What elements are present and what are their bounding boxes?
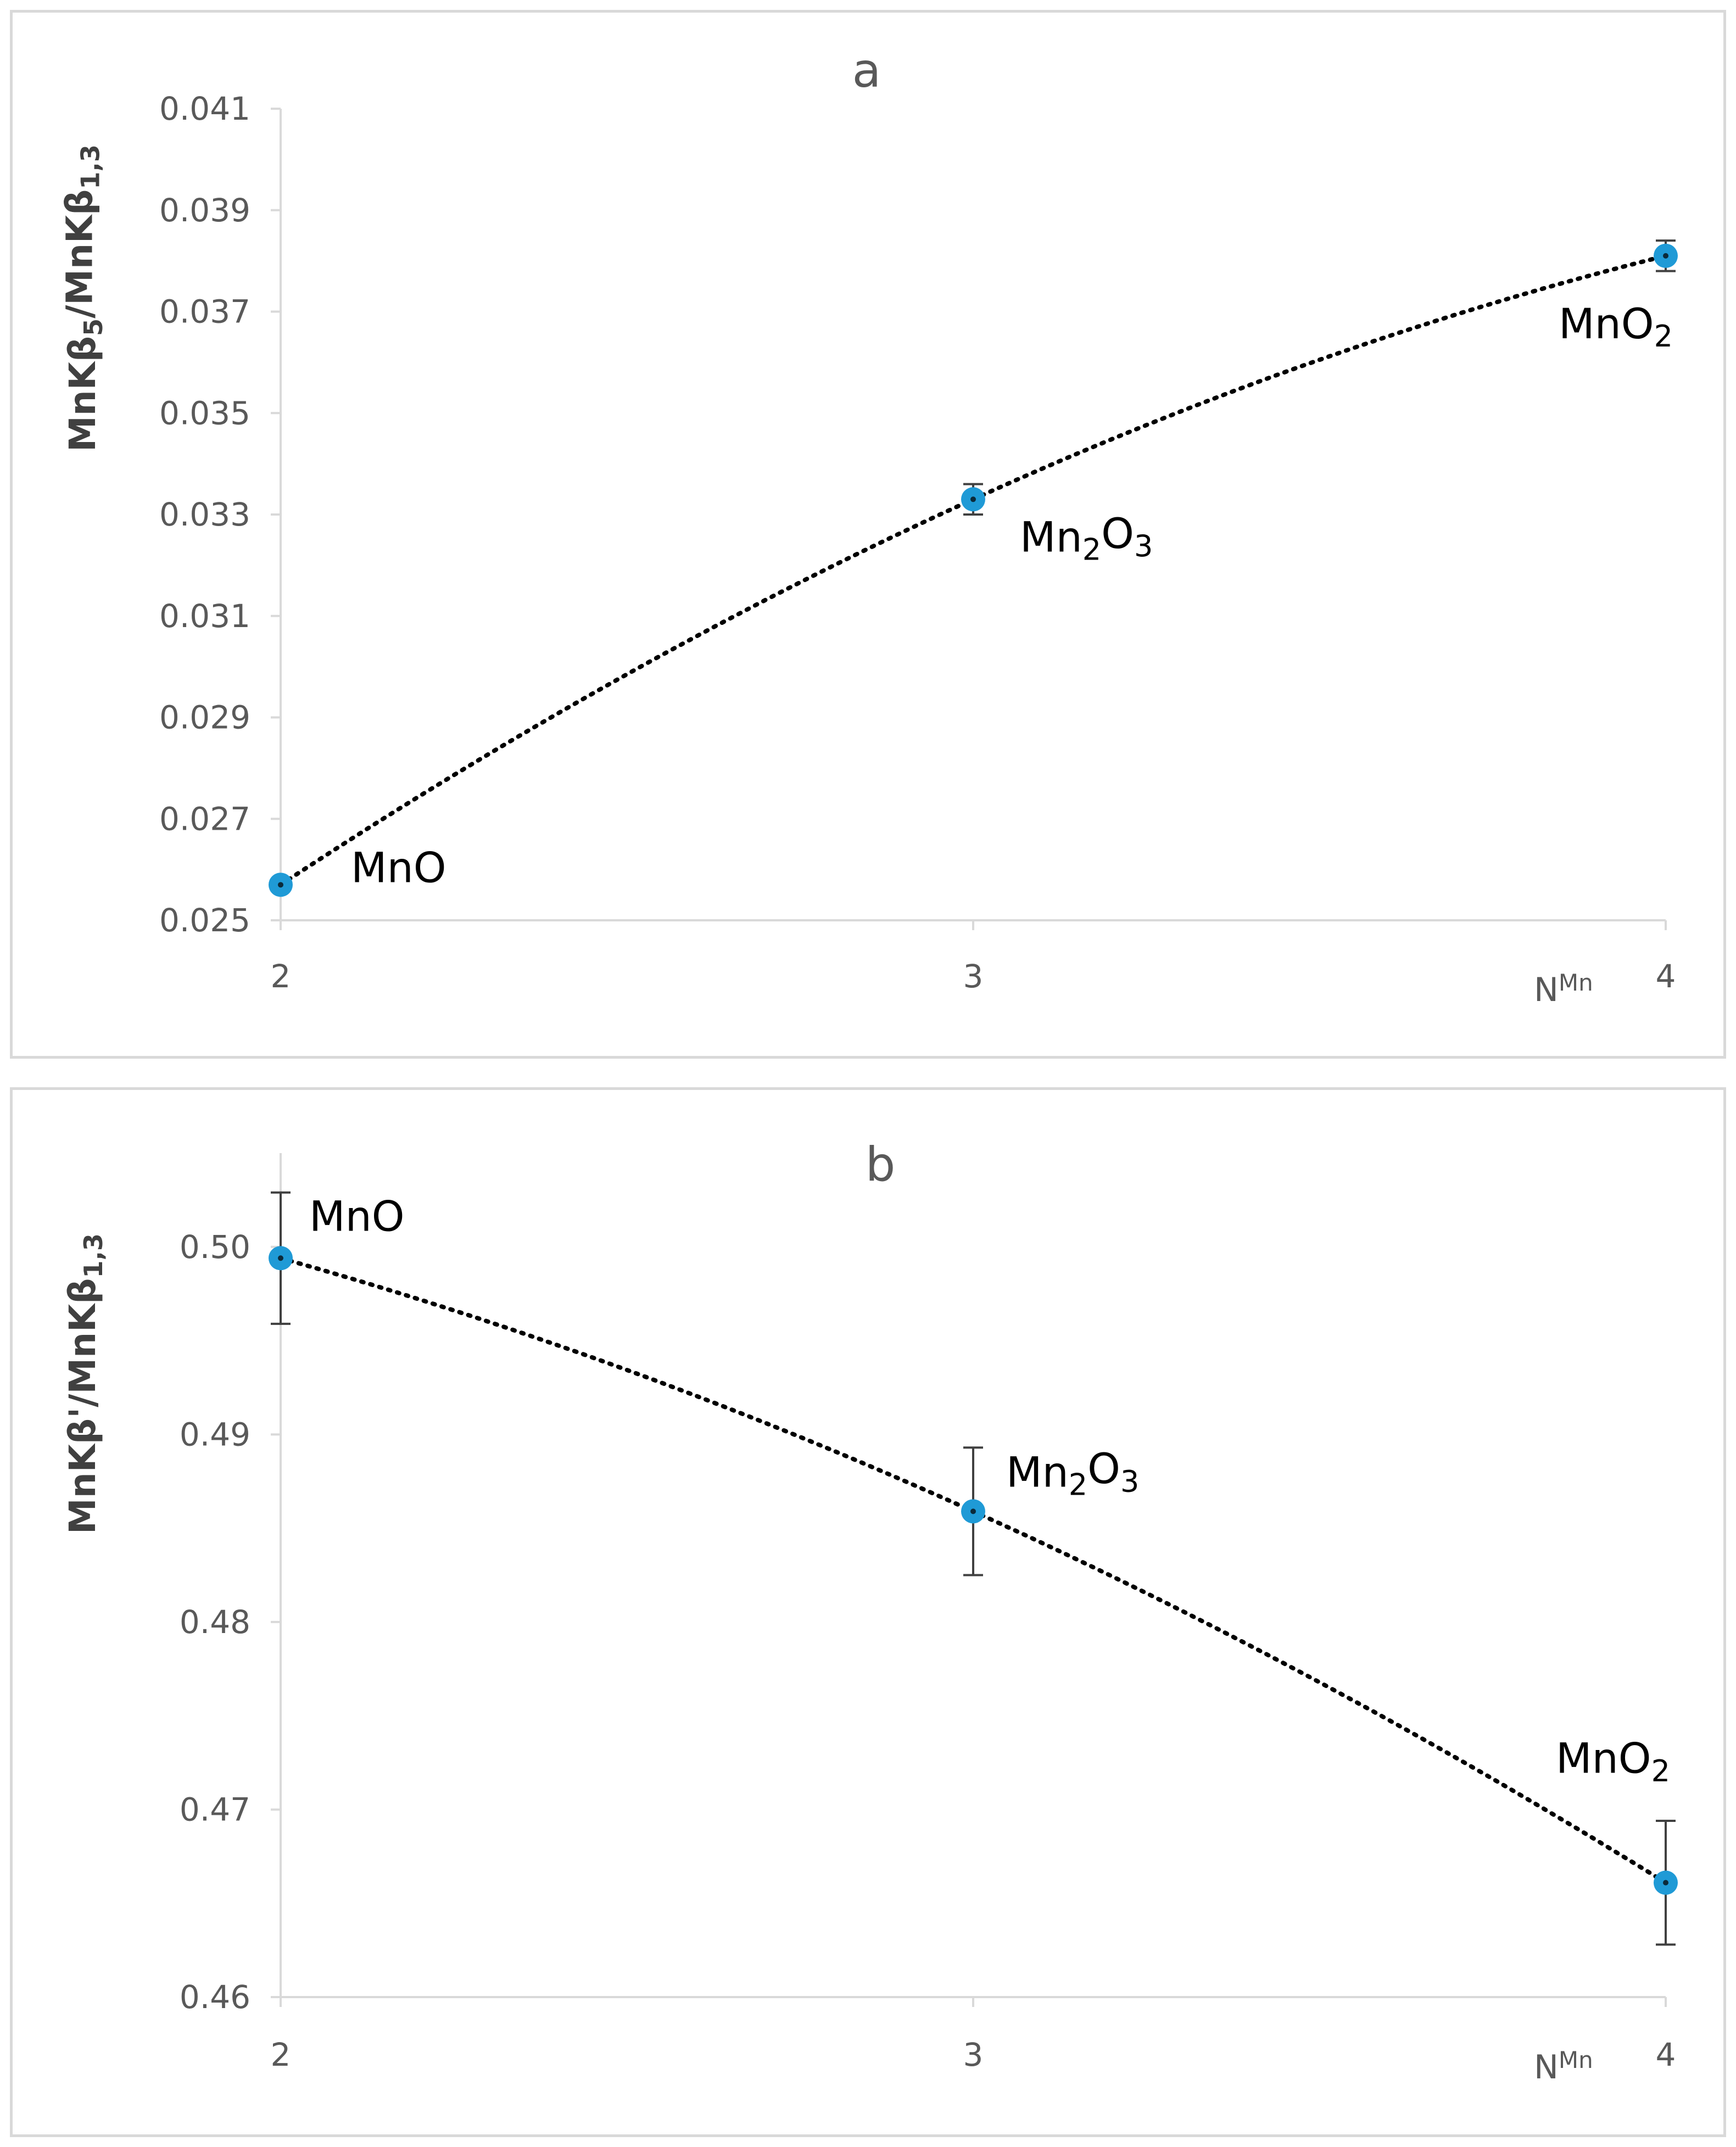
point-label: MnO: [351, 843, 446, 892]
point-label: MnO: [309, 1192, 405, 1240]
chart-panel-b: 0.50 0.49 0.48 0.47 0.46 2 3 4 b MnKβ'/MnKβ1,3 NMn…: [10, 1087, 1726, 2137]
trendline: [278, 253, 1668, 887]
x-tick-label: 2: [271, 958, 291, 995]
data-point-center: [970, 496, 976, 502]
y-tick-label: 0.035: [159, 394, 250, 432]
y-tick-label: 0.027: [159, 800, 250, 837]
x-axis-label: NMn: [1534, 2047, 1593, 2087]
y-tick-label: 0.46: [180, 1978, 250, 2016]
y-axis-label: MnKβ5/MnKβ1,3: [58, 144, 108, 452]
data-point-center: [278, 1255, 283, 1261]
y-axis-label: MnKβ'/MnKβ1,3: [62, 1233, 108, 1534]
y-tick-label: 0.025: [159, 902, 250, 939]
x-tick-label: 2: [271, 2036, 291, 2073]
chart-b-svg: 0.50 0.49 0.48 0.47 0.46 2 3 4 b MnKβ'/MnKβ1,3 NMn…: [62, 1137, 1678, 2087]
chart-panel-a: 0.041 0.039 0.037 0.035 0.033 0.031 0.029 0.027…: [10, 10, 1726, 1059]
y-tick-label: 0.037: [159, 293, 250, 331]
y-tick-label: 0.033: [159, 496, 250, 533]
x-tick-label: 3: [963, 2036, 984, 2073]
y-tick-label: 0.029: [159, 699, 250, 736]
x-tick-label: 3: [963, 958, 984, 995]
chart-a-svg: 0.041 0.039 0.037 0.035 0.033 0.031 0.029 0.027…: [58, 43, 1678, 1009]
y-tick-label: 0.031: [159, 597, 250, 635]
point-label: Mn2O3: [1006, 1444, 1139, 1502]
point-label: MnO2: [1556, 1734, 1670, 1788]
y-tick-label: 0.47: [180, 1791, 250, 1828]
x-tick-label: 4: [1656, 2036, 1676, 2073]
data-point-center: [1663, 253, 1668, 259]
data-point-center: [1663, 1880, 1668, 1886]
point-label: MnO2: [1559, 299, 1673, 354]
y-tick-label: 0.039: [159, 192, 250, 229]
y-tick-label: 0.041: [159, 90, 250, 127]
y-tick-label: 0.48: [180, 1603, 250, 1641]
x-tick-label: 4: [1656, 958, 1676, 995]
panel-letter: a: [852, 43, 881, 98]
y-tick-label: 0.49: [180, 1416, 250, 1453]
panel-letter: b: [866, 1137, 896, 1192]
x-axis-label: NMn: [1534, 969, 1593, 1009]
y-tick-label: 0.50: [180, 1228, 250, 1266]
data-point-center: [278, 882, 283, 888]
point-label: Mn2O3: [1020, 509, 1153, 567]
data-point-center: [970, 1508, 976, 1514]
